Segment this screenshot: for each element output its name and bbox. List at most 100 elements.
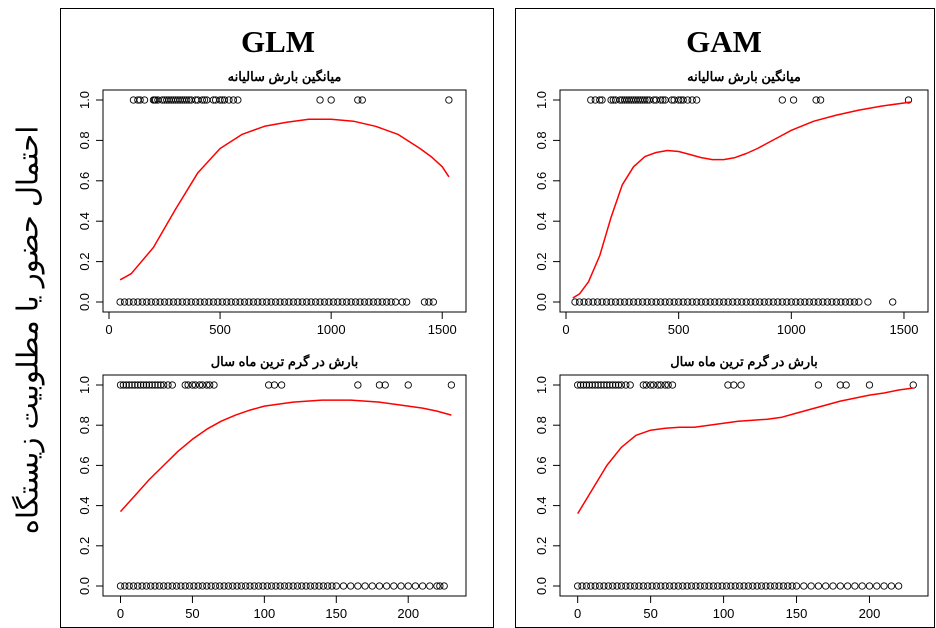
panel-3-absence-point-25 xyxy=(224,582,233,590)
panel-3-absence-point-63 xyxy=(426,582,434,590)
panel-3-absence-point-58 xyxy=(390,582,398,590)
panel-1-absence-point-1 xyxy=(120,298,129,306)
panel-3-presence-point-24 xyxy=(203,381,211,389)
panel-4-absence-point-12 xyxy=(626,582,634,590)
panel-2-y-tick-label-5: 1.0 xyxy=(534,91,549,109)
panel-1-absence-point-13 xyxy=(174,298,182,306)
panel-4-absence-point-40 xyxy=(749,582,757,590)
panel-2-y-tick-label-0: 0.0 xyxy=(534,293,549,311)
panel-1-absence-point-7 xyxy=(147,298,155,306)
panel-2-absence-point-34 xyxy=(724,298,732,306)
panel-3-presence-point-4 xyxy=(128,381,136,389)
panel-4-x-tick-label-4: 200 xyxy=(859,606,881,621)
panel-2-absence-point-1 xyxy=(575,298,584,306)
panel-3-absence-point-49 xyxy=(328,582,336,590)
panel-4-presence-point-1 xyxy=(576,381,585,389)
panel-3-absence-point-1 xyxy=(121,582,129,590)
panel-3-absence-point-35 xyxy=(267,582,276,590)
panel-1-presence-point-29 xyxy=(216,96,224,104)
panel-4-presence-point-18 xyxy=(639,381,647,389)
panel-1-y-tick-label-4: 0.8 xyxy=(77,131,92,149)
panel-3-x-tick-label-1: 50 xyxy=(185,606,199,621)
panel-3-absence-point-2 xyxy=(125,582,133,590)
panel-1-presence-point-37 xyxy=(354,96,362,104)
panel-4-absence-point-35 xyxy=(727,582,735,590)
panel-1-absence-point-46 xyxy=(320,298,329,306)
panel-1-title: میانگین بارش سالیانه xyxy=(228,68,342,85)
panel-3-response-curve xyxy=(119,399,452,513)
panel-1-absence-point-28 xyxy=(240,298,249,306)
panel-1-absence-point-53 xyxy=(351,298,360,306)
panel-4-presence-point-26 xyxy=(668,381,677,389)
panel-1-absence-point-38 xyxy=(285,298,293,306)
panel-1-x-tick-label-0: 0 xyxy=(105,322,112,337)
panel-3-absence-point-21 xyxy=(207,582,215,590)
panel-1-absence-point-61 xyxy=(387,298,395,306)
panel-1-absence-point-12 xyxy=(169,298,178,306)
panel-3-presence-point-31 xyxy=(375,381,384,389)
panel-1-absence-point-10 xyxy=(160,298,169,306)
panel-1-response-curve xyxy=(119,118,450,281)
panel-1-absence-point-37 xyxy=(280,298,289,306)
panel-2-absence-point-54 xyxy=(814,298,823,306)
panel-2-absence-point-11 xyxy=(620,298,629,306)
panel-4-absence-point-52 xyxy=(807,582,815,590)
panel-3-presence-point-26 xyxy=(210,381,218,389)
panel-4-absence-point-50 xyxy=(792,582,801,590)
panel-4-absence-point-46 xyxy=(775,582,783,590)
panel-4-absence-point-14 xyxy=(635,582,643,590)
panel-1-presence-point-3 xyxy=(140,96,149,104)
panel-1-absence-point-43 xyxy=(307,298,315,306)
panel-1-absence-point-23 xyxy=(218,298,226,306)
panel-4-y-tick-label-1: 0.2 xyxy=(534,537,549,555)
panel-2-absence-point-49 xyxy=(792,298,800,306)
panel-4-absence-point-2 xyxy=(582,582,591,590)
panel-2-presence-point-35 xyxy=(789,96,798,104)
panel-4-absence-point-10 xyxy=(617,582,626,590)
panel-3-absence-point-9 xyxy=(155,582,163,590)
panel-1-absence-point-50 xyxy=(338,298,346,306)
panel-4-absence-point-42 xyxy=(757,582,766,590)
panel-1-presence-point-25 xyxy=(200,96,209,104)
panel-1-absence-point-36 xyxy=(276,298,284,306)
panel-4-absence-point-37 xyxy=(735,582,744,590)
panel-4-absence-point-48 xyxy=(784,582,792,590)
panel-1-absence-point-16 xyxy=(187,298,195,306)
panel-3-presence-point-19 xyxy=(184,381,192,389)
panel-4-absence-point-45 xyxy=(770,582,779,590)
panel-4-absence-point-30 xyxy=(705,582,713,590)
panel-3-absence-point-11 xyxy=(164,582,172,590)
panel-3-absence-point-6 xyxy=(142,582,151,590)
panel-4-absence-point-54 xyxy=(822,582,830,590)
panel-3-presence-point-17 xyxy=(168,381,176,389)
panel-3-presence-point-32 xyxy=(381,381,389,389)
panel-2-absence-point-7 xyxy=(602,298,611,306)
panel-4-presence-point-3 xyxy=(582,381,591,389)
panel-1-y-tick-label-3: 0.6 xyxy=(77,172,92,190)
panel-3-y-tick-label-4: 0.8 xyxy=(77,416,92,434)
panel-1-absence-point-63 xyxy=(398,298,406,306)
panel-3-absence-point-31 xyxy=(250,582,258,590)
panel-3-absence-point-24 xyxy=(220,582,228,590)
panel-4-absence-point-25 xyxy=(683,582,691,590)
panel-1-absence-point-27 xyxy=(236,298,244,306)
panel-2-absence-point-22 xyxy=(670,298,678,306)
panel-4-absence-point-18 xyxy=(652,582,661,590)
panel-4-presence-point-27 xyxy=(724,381,732,389)
panel-3-absence-point-52 xyxy=(347,582,355,590)
panel-1-absence-point-47 xyxy=(325,298,333,306)
panel-2-x-tick-label-3: 1500 xyxy=(890,322,919,337)
panel-1-absence-point-65 xyxy=(420,298,429,306)
panel-4-presence-point-21 xyxy=(649,381,658,389)
panel-4-absence-point-36 xyxy=(731,582,739,590)
panel-2-absence-point-42 xyxy=(760,298,768,306)
panel-1-absence-point-33 xyxy=(263,298,271,306)
panel-1-absence-point-44 xyxy=(311,298,320,306)
panel-3-absence-point-39 xyxy=(285,582,293,590)
panel-3-y-tick-label-2: 0.4 xyxy=(77,497,92,515)
panel-1-absence-point-51 xyxy=(343,298,351,306)
panel-3-absence-point-10 xyxy=(160,582,168,590)
panel-2-absence-point-53 xyxy=(810,298,818,306)
panel-4-absence-point-47 xyxy=(779,582,788,590)
panel-2-absence-point-52 xyxy=(805,298,813,306)
